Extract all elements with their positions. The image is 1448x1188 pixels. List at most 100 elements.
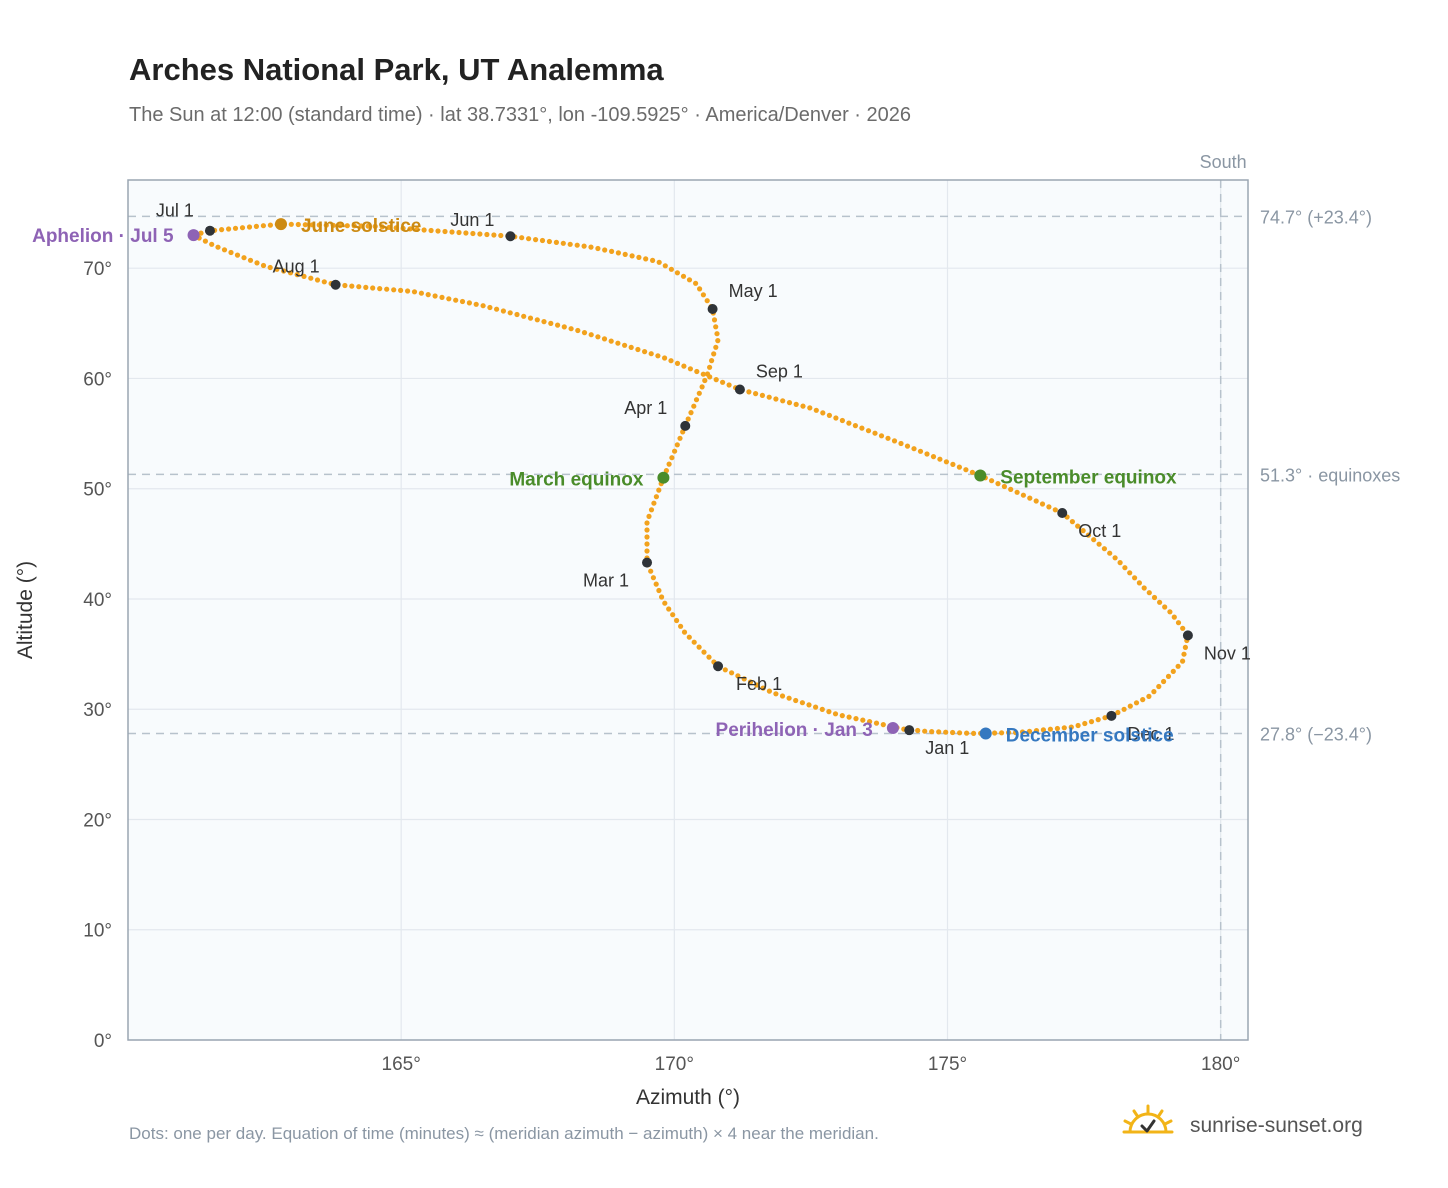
daily-dot — [1013, 729, 1019, 736]
daily-dot — [1054, 725, 1060, 732]
daily-dot — [700, 371, 706, 377]
daily-dot — [662, 600, 668, 606]
daily-dot — [405, 288, 411, 294]
daily-dot — [615, 250, 622, 256]
daily-dot — [648, 568, 654, 574]
daily-dot — [1075, 523, 1081, 529]
daily-dot — [687, 366, 694, 372]
event-marker — [974, 469, 987, 482]
daily-dot — [839, 417, 846, 424]
daily-dot — [560, 240, 566, 246]
daily-dot — [714, 331, 720, 337]
daily-dot — [670, 612, 676, 618]
daily-dot — [1115, 709, 1121, 716]
daily-dot — [773, 691, 779, 697]
daily-dot — [370, 285, 376, 291]
daily-dot — [999, 730, 1005, 736]
daily-dot — [891, 438, 898, 444]
daily-dot — [302, 222, 308, 228]
daily-dot — [693, 280, 699, 286]
daily-dot — [709, 358, 715, 364]
daily-dot — [915, 727, 921, 734]
daily-dot — [435, 228, 441, 234]
reference-lines: 74.7° (+23.4°) 51.3° · equinoxes 27.8° (−2… — [128, 152, 1400, 1040]
daily-dot — [519, 235, 525, 241]
daily-dot — [663, 468, 670, 474]
daily-dot — [943, 729, 949, 735]
daily-dot — [446, 296, 452, 302]
y-tick-label: 50° — [83, 480, 112, 501]
daily-dot — [323, 222, 329, 228]
daily-dot — [1180, 625, 1186, 631]
y-tick-label: 20° — [83, 810, 112, 831]
daily-dot — [1127, 703, 1133, 709]
daily-dot — [853, 716, 859, 722]
plot-frame — [127, 179, 1249, 1041]
daily-dot — [680, 273, 687, 279]
month-marker — [642, 557, 653, 568]
daily-dot — [688, 410, 694, 416]
daily-dot — [418, 290, 424, 296]
daily-dot — [484, 231, 490, 238]
daily-dot — [635, 346, 641, 353]
daily-dot — [425, 292, 431, 298]
daily-dot — [929, 729, 935, 735]
daily-dot — [642, 349, 648, 355]
event-marker — [657, 471, 670, 484]
daily-dot — [533, 237, 539, 243]
daily-dot — [873, 720, 880, 726]
daily-dot — [701, 649, 707, 655]
daily-dot — [442, 228, 448, 235]
daily-dot — [644, 527, 650, 533]
daily-dot — [260, 262, 267, 269]
event-marker — [979, 727, 992, 740]
daily-dot — [746, 389, 752, 395]
daily-dot — [548, 320, 554, 326]
daily-dot — [581, 243, 587, 249]
daily-dot — [1075, 722, 1081, 729]
daily-dot — [349, 283, 355, 289]
daily-dot — [1133, 700, 1140, 706]
y-tick-label: 10° — [83, 921, 112, 942]
daily-dot — [992, 730, 998, 736]
daily-dot — [1047, 726, 1053, 732]
daily-dot — [662, 263, 668, 269]
daily-dot — [711, 351, 717, 357]
month-label: Apr 1 — [624, 398, 667, 418]
daily-dot — [198, 230, 204, 236]
daily-dot — [702, 377, 708, 384]
daily-dot — [226, 226, 232, 232]
daily-dot — [428, 227, 434, 234]
daily-dot — [209, 241, 215, 247]
month-label: Dec 1 — [1127, 724, 1174, 744]
daily-dot — [568, 326, 574, 332]
daily-dot — [449, 229, 455, 235]
daily-dot — [622, 342, 628, 348]
daily-dot — [421, 227, 427, 233]
daily-dot — [595, 245, 601, 252]
daily-dot — [786, 400, 793, 406]
daily-dot — [713, 324, 719, 330]
axis-ticks: 0° 10° 20° 30° 40° 50° 60° 70° 165° 170° 175° 180° — [83, 259, 1240, 1075]
brand-logo[interactable]: sunrise-sunset.org — [1120, 1104, 1420, 1148]
daily-dot — [741, 676, 747, 682]
chart-title: Arches National Park, UT Analemma — [129, 52, 664, 87]
daily-dot — [575, 327, 581, 334]
daily-dot — [779, 693, 786, 699]
daily-dot — [358, 223, 364, 229]
daily-dot — [561, 324, 567, 330]
daily-dot — [241, 255, 247, 261]
daily-dot — [930, 454, 937, 460]
daily-dot — [534, 317, 540, 323]
daily-dot — [852, 423, 859, 429]
month-marker — [1057, 507, 1068, 518]
daily-dot — [697, 286, 703, 292]
daily-dot — [659, 594, 665, 600]
daily-dot — [588, 332, 594, 338]
daily-dot — [674, 442, 680, 448]
daily-dot — [651, 500, 657, 506]
daily-dot — [694, 368, 700, 375]
daily-dot — [1122, 565, 1128, 571]
brand-name[interactable]: sunrise-sunset.org — [1190, 1114, 1363, 1137]
daily-dot — [622, 251, 628, 257]
